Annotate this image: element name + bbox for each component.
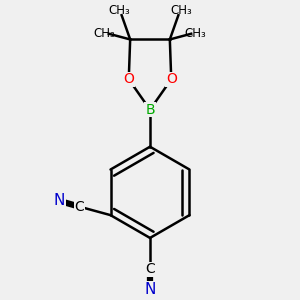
Text: CH₃: CH₃	[94, 27, 116, 40]
Text: O: O	[123, 72, 134, 86]
Text: C: C	[145, 262, 155, 276]
Text: CH₃: CH₃	[184, 27, 206, 40]
Text: CH₃: CH₃	[170, 4, 192, 17]
Text: CH₃: CH₃	[108, 4, 130, 17]
Text: B: B	[145, 103, 155, 117]
Text: N: N	[144, 282, 156, 297]
Text: O: O	[166, 72, 177, 86]
Text: C: C	[74, 200, 84, 214]
Text: N: N	[53, 194, 65, 208]
